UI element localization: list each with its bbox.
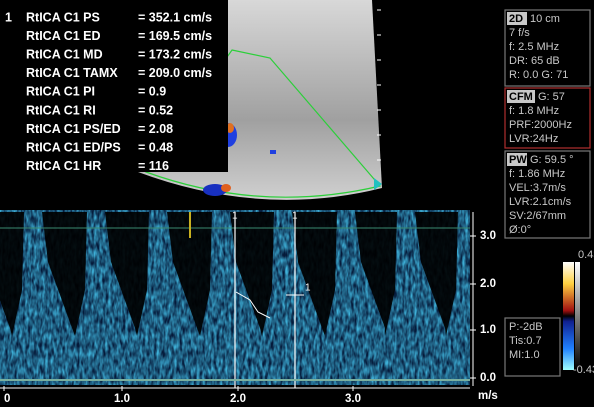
panel-line: P:-2dB: [509, 321, 543, 333]
panel-line: DR: 65 dB: [509, 55, 560, 67]
flow-blob: [221, 184, 231, 192]
measurement-label: RtICA C1 RI: [26, 103, 96, 117]
measurement-label: RtICA C1 TAMX: [26, 66, 118, 80]
measurement-value: = 0.9: [138, 85, 166, 99]
color-bar: [563, 262, 574, 370]
panel-header: CFM: [509, 91, 533, 103]
velocity-tick-label: 1.0: [480, 324, 496, 336]
measurement-label: RtICA C1 PS/ED: [26, 122, 121, 136]
measurement-value: = 352.1 cm/s: [138, 10, 212, 24]
panel-line: SV:2/67mm: [509, 210, 566, 222]
measurement-label: RtICA C1 MD: [26, 47, 103, 61]
velocity-tick-label: 2.0: [480, 278, 496, 290]
panel-line: Ø:0°: [509, 224, 531, 236]
measurement-value: = 0.48: [138, 140, 173, 154]
measurement-label: RtICA C1 HR: [26, 159, 101, 173]
panel-header-value: G: 57: [538, 91, 565, 103]
measurement-value: = 116: [138, 159, 169, 173]
panel-line: PRF:2000Hz: [509, 119, 572, 131]
color-scale-top: 0.43: [578, 249, 594, 261]
measurement-label: RtICA C1 PI: [26, 85, 95, 99]
panel-line: Tis:0.7: [509, 335, 542, 347]
panel-header: PW: [509, 154, 527, 166]
measurement-index: 1: [5, 10, 12, 24]
time-tick-label: 0: [4, 393, 10, 405]
panel-line: MI:1.0: [509, 349, 540, 361]
time-tick-label: 2.0: [230, 393, 246, 405]
measurement-value: = 2.08: [138, 122, 173, 136]
measurement-label: RtICA C1 ED/PS: [26, 140, 121, 154]
gray-bar: [575, 262, 580, 370]
panel-line: f: 1.8 MHz: [509, 105, 559, 117]
measurement-value: = 169.5 cm/s: [138, 29, 212, 43]
cursor-label: 1: [305, 283, 311, 294]
flow-blob: [270, 150, 276, 154]
measurement-label: RtICA C1 PS: [26, 10, 100, 24]
panel-line: 7 f/s: [509, 27, 530, 39]
panel-header-value: G: 59.5 °: [530, 154, 574, 166]
panel-header-value: 10 cm: [530, 13, 560, 25]
cursor-label: 1: [232, 211, 238, 222]
panel-line: LVR:2.1cm/s: [509, 196, 572, 208]
panel-line: f: 2.5 MHz: [509, 41, 559, 53]
panel-line: LVR:24Hz: [509, 133, 558, 145]
velocity-tick-label: 0.0: [480, 372, 496, 384]
cursor-label: 1: [292, 211, 298, 222]
panel-line: VEL:3.7m/s: [509, 182, 566, 194]
ultrasound-screen: 1 RtICA C1 PS = 352.1 cm/s RtICA C1 ED = 16…: [0, 0, 594, 407]
velocity-tick-label: 3.0: [480, 230, 496, 242]
measurement-value: = 0.52: [138, 103, 173, 117]
measurement-value: = 173.2 cm/s: [138, 47, 212, 61]
time-tick-label: 3.0: [345, 393, 361, 405]
panel-line: R: 0.0 G: 71: [509, 69, 568, 81]
time-tick-label: 1.0: [114, 393, 130, 405]
measurement-value: = 209.0 cm/s: [138, 66, 212, 80]
measurement-label: RtICA C1 ED: [26, 29, 101, 43]
panel-header: 2D: [509, 13, 523, 25]
velocity-unit: m/s: [478, 390, 498, 402]
panel-line: f: 1.86 MHz: [509, 168, 565, 180]
color-scale-bottom: -0.43: [573, 364, 594, 376]
